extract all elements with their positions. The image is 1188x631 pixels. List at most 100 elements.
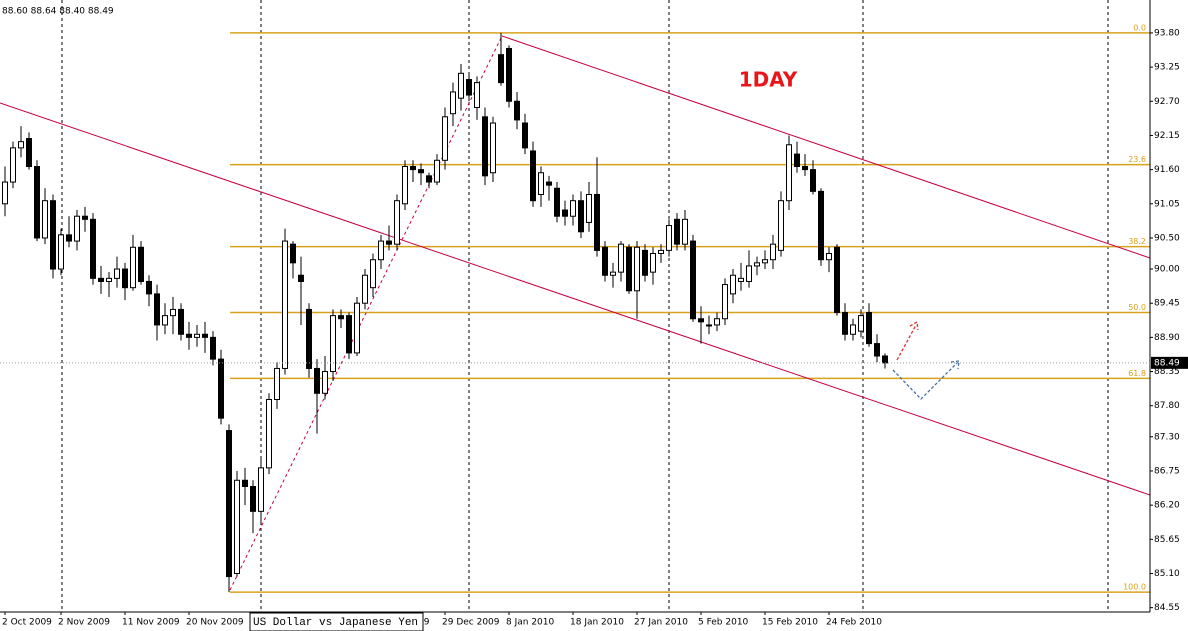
- candle-body: [610, 271, 616, 276]
- x-tick-label: 11 Nov 2009: [122, 618, 180, 628]
- candle-body: [802, 166, 808, 171]
- candle-body: [258, 467, 264, 512]
- candle-body: [626, 246, 632, 292]
- fib-label: 38.2: [1128, 237, 1146, 246]
- candle-body: [634, 246, 640, 292]
- candle-body: [570, 200, 576, 217]
- candle-body: [842, 312, 848, 335]
- candle-body: [762, 259, 768, 264]
- fib-label: 0.0: [1133, 23, 1146, 32]
- y-tick-label: 92.15: [1154, 131, 1180, 141]
- candle-body: [354, 302, 360, 354]
- candle-body: [834, 246, 840, 314]
- candle-body: [594, 193, 600, 251]
- candle-body: [394, 200, 400, 245]
- y-tick-label: 87.30: [1154, 432, 1180, 442]
- candle-body: [234, 479, 240, 574]
- candle-body: [818, 190, 824, 261]
- x-tick-label: 2 Oct 2009: [2, 618, 52, 628]
- arrow-up: [896, 320, 919, 361]
- y-tick-label: 88.35: [1154, 367, 1180, 377]
- candle-body: [226, 430, 232, 578]
- last-price-box: [1151, 356, 1188, 369]
- x-tick-label: 5 Feb 2010: [698, 618, 749, 628]
- arrow-scenario: [892, 360, 960, 400]
- fib-label: 50.0: [1128, 303, 1146, 312]
- candle-body: [386, 240, 392, 245]
- y-tick-label: 88.90: [1154, 333, 1180, 343]
- candle-body: [866, 312, 872, 345]
- candle-body: [34, 166, 40, 239]
- separators: [61, 0, 1109, 612]
- candle-body: [434, 159, 440, 183]
- candle-body: [338, 315, 344, 320]
- candle-body: [442, 116, 448, 161]
- candle-body: [274, 367, 280, 401]
- candle-body: [130, 246, 136, 289]
- candle-body: [202, 333, 208, 338]
- y-tick-label: 93.80: [1154, 28, 1180, 38]
- fib-label: 100.0: [1123, 583, 1146, 592]
- candle-body: [378, 240, 384, 261]
- candle-body: [658, 249, 664, 254]
- x-tick-label: 09: [418, 618, 430, 628]
- candle-body: [82, 215, 88, 220]
- x-tick-label: 2 Nov 2009: [58, 618, 110, 628]
- candle-body: [690, 240, 696, 320]
- y-tick-label: 86.20: [1154, 501, 1180, 511]
- header-prices: 88.60 88.64 88.40 88.49: [2, 7, 114, 17]
- candle-body: [266, 399, 272, 469]
- y-tick-label: 91.60: [1154, 165, 1180, 175]
- y-tick-label: 91.05: [1154, 199, 1180, 209]
- candle-body: [498, 54, 504, 84]
- x-tick-label: 20 Nov 2009: [186, 618, 244, 628]
- candle-body: [322, 371, 328, 394]
- candle-body: [330, 315, 336, 373]
- axes: 93.80 93.25 92.70 92.15 91.60 91.05 90.50 90.00…: [0, 28, 1188, 628]
- candle-body: [562, 209, 568, 217]
- candle-body: [314, 367, 320, 394]
- candle-body: [26, 138, 32, 168]
- candle-body: [714, 318, 720, 326]
- candle-body: [282, 240, 288, 369]
- fib-label: 23.6: [1128, 155, 1146, 164]
- candle-body: [2, 181, 8, 205]
- candle-body: [18, 141, 24, 149]
- y-tick-label: 92.70: [1154, 97, 1180, 107]
- y-tick-label: 89.45: [1154, 299, 1180, 309]
- candle-body: [618, 243, 624, 273]
- candle-body: [250, 485, 256, 512]
- y-tick-label: 85.10: [1154, 569, 1180, 579]
- candle-body: [42, 200, 48, 239]
- x-tick-label: 15 Feb 2010: [762, 618, 818, 628]
- y-tick-label: 93.25: [1154, 63, 1180, 73]
- candle-body: [186, 333, 192, 338]
- candle-body: [370, 259, 376, 289]
- candle-body: [858, 315, 864, 332]
- candle-body: [210, 336, 216, 360]
- candle-body: [450, 91, 456, 115]
- candle-body: [10, 147, 16, 183]
- candle-body: [706, 324, 712, 327]
- candle-body: [154, 293, 160, 326]
- candle-body: [682, 218, 688, 245]
- candle-body: [850, 324, 856, 335]
- candle-body: [138, 246, 144, 282]
- x-tick-label: 29 Dec 2009: [442, 618, 500, 628]
- candle-body: [874, 343, 880, 357]
- x-tick-label: 27 Jan 2010: [634, 618, 688, 628]
- y-tick-label: 90.50: [1154, 233, 1180, 243]
- y-tick-label: 87.80: [1154, 401, 1180, 411]
- candle-body: [514, 100, 520, 121]
- candle-body: [482, 116, 488, 177]
- candle-body: [602, 246, 608, 276]
- candle-body: [786, 144, 792, 202]
- candle-body: [730, 274, 736, 295]
- candle-body: [218, 358, 224, 419]
- y-tick-label: 84.55: [1154, 603, 1180, 613]
- candle-body: [666, 225, 672, 251]
- candle-body: [458, 72, 464, 99]
- candle-body: [778, 200, 784, 251]
- candle-body: [418, 169, 424, 174]
- candle-body: [242, 479, 248, 487]
